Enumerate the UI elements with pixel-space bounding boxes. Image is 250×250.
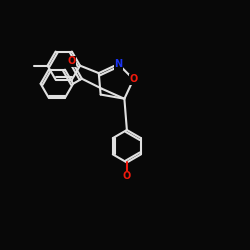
Text: O: O (129, 74, 138, 84)
Text: N: N (114, 59, 122, 69)
Text: O: O (123, 171, 131, 181)
Text: O: O (68, 56, 76, 66)
